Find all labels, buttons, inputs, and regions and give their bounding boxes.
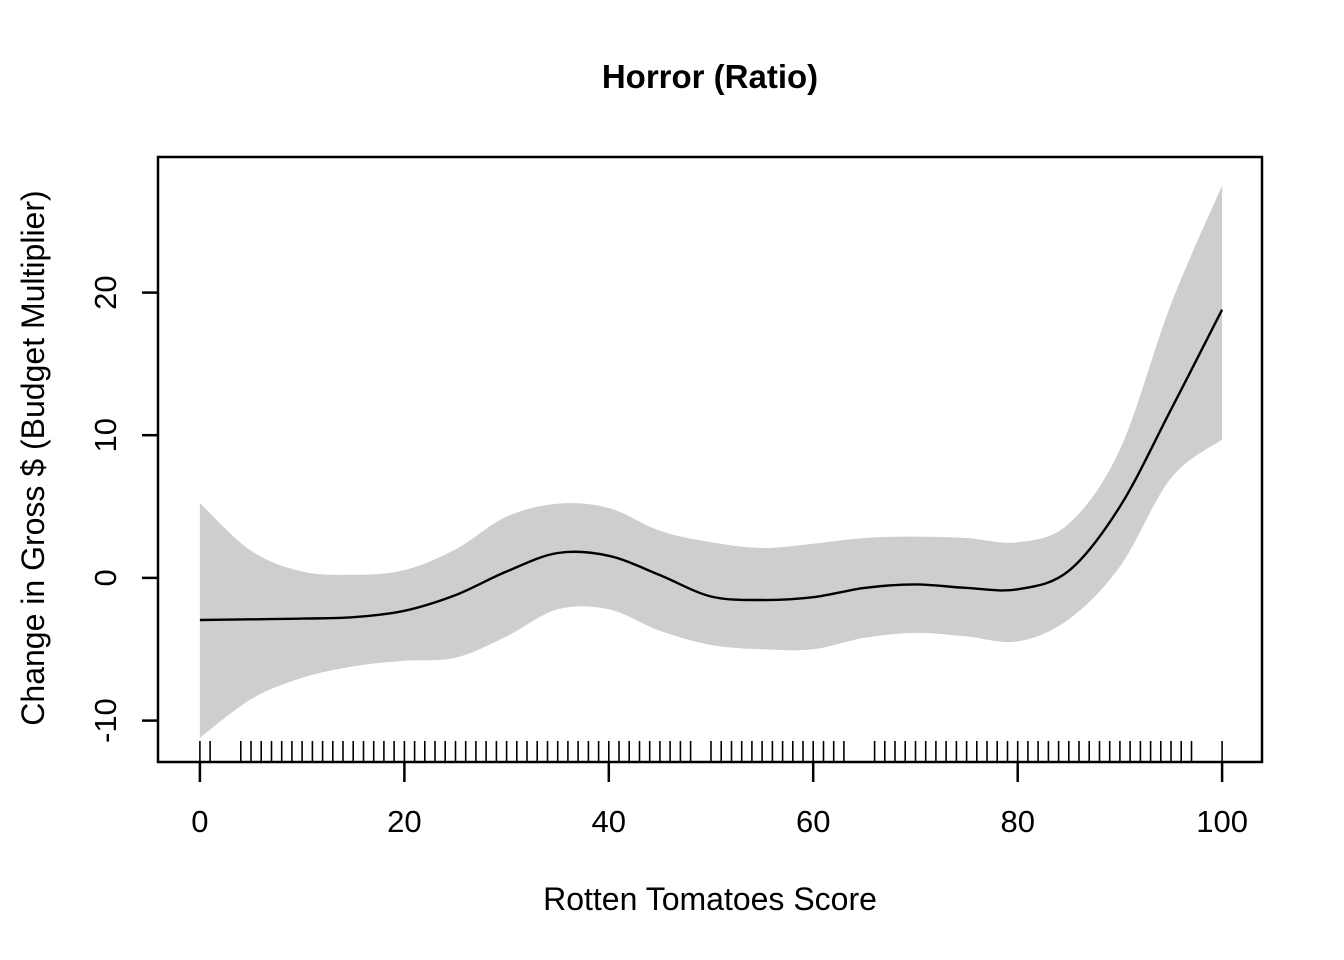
plot-box [156, 155, 1264, 764]
x-tick-label: 100 [1196, 804, 1248, 839]
x-axis-title: Rotten Tomatoes Score [543, 881, 877, 917]
y-tick-label: 20 [88, 275, 123, 309]
x-tick-label: 60 [796, 804, 830, 839]
y-tick-label: 10 [88, 418, 123, 452]
smooth-line [199, 309, 1224, 622]
y-tick-label: 0 [88, 569, 123, 586]
x-tick-label: 0 [191, 804, 208, 839]
chart-title: Horror (Ratio) [601, 58, 819, 95]
y-tick-label: -10 [88, 698, 123, 743]
x-tick-label: 20 [387, 804, 421, 839]
x-tick-label: 40 [592, 804, 626, 839]
confidence-band [199, 185, 1223, 738]
y-axis-title: Change in Gross $ (Budget Multiplier) [15, 190, 51, 726]
x-tick-label: 80 [1000, 804, 1034, 839]
